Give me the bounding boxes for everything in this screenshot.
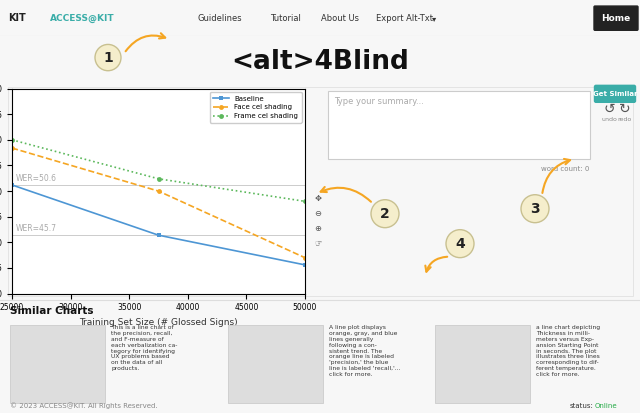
Circle shape [95, 45, 121, 71]
Text: Type your summary...: Type your summary... [334, 97, 424, 106]
Frame cel shading [8, 138, 16, 142]
Baseline [301, 262, 309, 267]
Text: WER=50.6: WER=50.6 [15, 174, 56, 183]
FancyBboxPatch shape [228, 325, 323, 403]
FancyBboxPatch shape [435, 325, 530, 403]
Baseline [8, 183, 16, 188]
Text: ✥: ✥ [314, 194, 321, 203]
FancyBboxPatch shape [595, 85, 636, 102]
Text: <alt>4Blind: <alt>4Blind [231, 49, 409, 75]
Text: About Us: About Us [321, 14, 359, 23]
Text: redo: redo [618, 117, 632, 122]
FancyBboxPatch shape [10, 325, 105, 403]
Text: © 2023 ACCESS@KIT. All Rights Reserved.: © 2023 ACCESS@KIT. All Rights Reserved. [10, 402, 157, 409]
Circle shape [521, 195, 549, 223]
Text: Guidelines: Guidelines [198, 14, 243, 23]
Text: Export Alt-Txt: Export Alt-Txt [376, 14, 433, 23]
Text: ↻: ↻ [619, 102, 631, 116]
Text: Home: Home [602, 14, 630, 23]
Text: word count: 0: word count: 0 [541, 166, 589, 172]
Text: A line plot displays
orange, gray, and blue
lines generally
following a con-
sis: A line plot displays orange, gray, and b… [329, 325, 401, 377]
Text: Similar Charts: Similar Charts [10, 306, 93, 316]
FancyBboxPatch shape [8, 87, 633, 296]
X-axis label: Training Set Size (# Glossed Signs): Training Set Size (# Glossed Signs) [79, 318, 238, 327]
Face cel shading [8, 145, 16, 150]
Line: Frame cel shading: Frame cel shading [10, 138, 307, 204]
Circle shape [446, 230, 474, 258]
Circle shape [371, 200, 399, 228]
Text: This is a line chart of
the precision, recall,
and F-measure of
each verbalizati: This is a line chart of the precision, r… [111, 325, 177, 371]
Face cel shading [155, 189, 163, 194]
Text: undo: undo [601, 117, 617, 122]
Text: ☞: ☞ [314, 239, 322, 248]
Face cel shading [301, 255, 309, 260]
Text: ACCESS@KIT: ACCESS@KIT [50, 14, 115, 23]
Text: ▾: ▾ [432, 14, 436, 23]
FancyBboxPatch shape [328, 91, 590, 159]
Text: ⊖: ⊖ [314, 209, 321, 218]
Frame cel shading [301, 199, 309, 204]
FancyBboxPatch shape [594, 6, 638, 30]
Text: Online: Online [595, 403, 618, 409]
Frame cel shading [155, 176, 163, 181]
Text: KIT: KIT [8, 13, 26, 23]
Text: 4: 4 [455, 237, 465, 251]
Text: WER=45.7: WER=45.7 [15, 224, 56, 233]
Text: a line chart depicting
Thickness in milli-
meters versus Exp-
ansion Starting Po: a line chart depicting Thickness in mill… [536, 325, 600, 377]
Line: Face cel shading: Face cel shading [10, 146, 307, 260]
Text: 1: 1 [103, 50, 113, 64]
Text: status:: status: [570, 403, 594, 409]
Text: Get Similar: Get Similar [593, 91, 637, 97]
Baseline [155, 233, 163, 237]
Text: 2: 2 [380, 206, 390, 221]
Text: 3: 3 [530, 202, 540, 216]
Line: Baseline: Baseline [10, 183, 307, 267]
Text: ↺: ↺ [603, 102, 615, 116]
Text: ⊕: ⊕ [314, 224, 321, 233]
Text: Tutorial: Tutorial [269, 14, 300, 23]
Legend: Baseline, Face cel shading, Frame cel shading: Baseline, Face cel shading, Frame cel sh… [210, 92, 301, 123]
